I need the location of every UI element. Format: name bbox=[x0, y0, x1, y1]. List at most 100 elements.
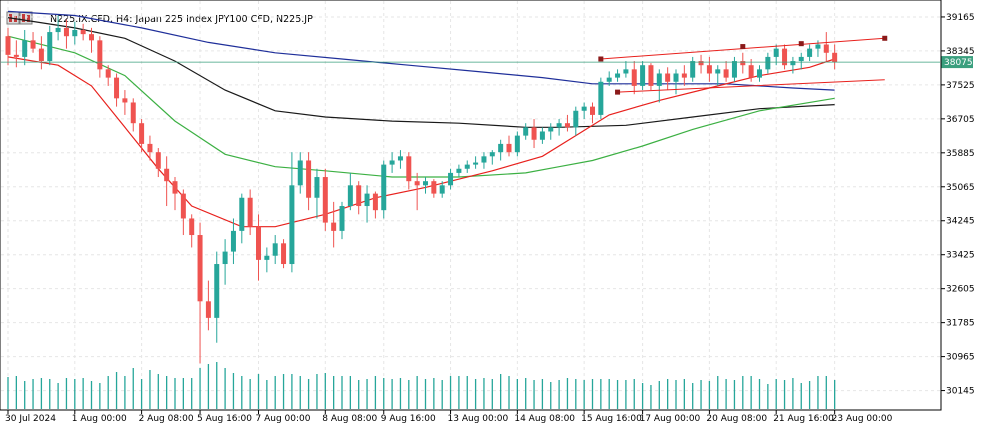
candle-bull[interactable] bbox=[673, 73, 679, 82]
candle-bull[interactable] bbox=[456, 168, 462, 173]
trend-channel[interactable] bbox=[598, 35, 888, 95]
candle-bull[interactable] bbox=[22, 40, 28, 57]
candle-bull[interactable] bbox=[314, 177, 320, 198]
candle-bull[interactable] bbox=[55, 27, 61, 33]
candle-bear[interactable] bbox=[139, 123, 145, 144]
candle-bull[interactable] bbox=[481, 156, 487, 163]
candle-bear[interactable] bbox=[681, 73, 687, 78]
candle-bear[interactable] bbox=[30, 40, 36, 49]
candle-bear[interactable] bbox=[5, 36, 11, 55]
candle-bull[interactable] bbox=[573, 110, 579, 128]
candle-bull[interactable] bbox=[423, 181, 428, 186]
channel-anchor-point[interactable] bbox=[882, 35, 888, 41]
candle-bear[interactable] bbox=[590, 106, 595, 115]
candle-bull[interactable] bbox=[581, 106, 587, 111]
candle-bear[interactable] bbox=[189, 218, 195, 236]
candle-bear[interactable] bbox=[414, 181, 420, 186]
candle-bull[interactable] bbox=[498, 143, 504, 153]
candle-bear[interactable] bbox=[564, 123, 570, 128]
candle-bull[interactable] bbox=[239, 197, 245, 231]
candle-bear[interactable] bbox=[531, 127, 537, 140]
candle-bull[interactable] bbox=[765, 56, 771, 70]
candle-bull[interactable] bbox=[807, 48, 813, 57]
candle-bear[interactable] bbox=[322, 177, 328, 223]
candle-bull[interactable] bbox=[464, 164, 470, 169]
candle-bear[interactable] bbox=[748, 65, 754, 78]
candle-bear[interactable] bbox=[155, 152, 161, 169]
candle-bull[interactable] bbox=[523, 127, 529, 136]
candle-bear[interactable] bbox=[832, 52, 838, 63]
candle-bear[interactable] bbox=[306, 160, 312, 198]
candle-bull[interactable] bbox=[489, 152, 495, 157]
candle-bear[interactable] bbox=[172, 181, 178, 194]
candle-bear[interactable] bbox=[197, 235, 203, 302]
candle-bull[interactable] bbox=[556, 123, 562, 128]
candle-bear[interactable] bbox=[180, 193, 186, 219]
candle-bull[interactable] bbox=[389, 160, 395, 165]
candle-bull[interactable] bbox=[289, 185, 295, 265]
candlesticks[interactable] bbox=[5, 15, 838, 364]
candle-bull[interactable] bbox=[623, 69, 629, 74]
candle-bull[interactable] bbox=[47, 32, 53, 62]
candle-bull[interactable] bbox=[815, 44, 821, 49]
candle-bull[interactable] bbox=[473, 162, 479, 165]
candle-bear[interactable] bbox=[38, 48, 44, 62]
candle-bear[interactable] bbox=[205, 301, 211, 318]
time-axis[interactable]: 30 Jul 2024 1 Aug 00:00 2 Aug 08:00 5 Aug 1… bbox=[5, 410, 893, 424]
candle-bear[interactable] bbox=[698, 61, 704, 66]
candle-bear[interactable] bbox=[80, 29, 86, 35]
candle-bear[interactable] bbox=[406, 156, 412, 182]
candle-bear[interactable] bbox=[506, 143, 512, 153]
candle-bull[interactable] bbox=[264, 255, 270, 260]
candle-bull[interactable] bbox=[715, 69, 721, 74]
candle-bear[interactable] bbox=[147, 143, 153, 153]
candle-bull[interactable] bbox=[539, 131, 545, 140]
candle-bear[interactable] bbox=[13, 54, 19, 57]
candle-bear[interactable] bbox=[782, 48, 788, 66]
channel-anchor-point[interactable] bbox=[740, 44, 746, 50]
candle-bear[interactable] bbox=[648, 65, 654, 86]
candle-bull[interactable] bbox=[72, 29, 78, 37]
candle-bull[interactable] bbox=[347, 185, 353, 207]
candle-bull[interactable] bbox=[230, 230, 236, 252]
channel-anchor-point[interactable] bbox=[798, 41, 804, 47]
candle-bull[interactable] bbox=[790, 61, 796, 66]
candle-bull[interactable] bbox=[222, 251, 228, 265]
candle-bull[interactable] bbox=[606, 77, 612, 82]
candle-bull[interactable] bbox=[615, 73, 621, 78]
candle-bear[interactable] bbox=[89, 34, 94, 41]
channel-anchor-point[interactable] bbox=[598, 56, 604, 62]
candle-bull[interactable] bbox=[690, 61, 696, 78]
candle-bear[interactable] bbox=[372, 193, 378, 211]
candle-bear[interactable] bbox=[631, 69, 637, 86]
channel-line[interactable] bbox=[617, 79, 885, 93]
candle-bull[interactable] bbox=[297, 160, 303, 186]
candle-bull[interactable] bbox=[640, 65, 646, 86]
candle-bear[interactable] bbox=[256, 226, 261, 260]
candle-bear[interactable] bbox=[130, 102, 136, 124]
candle-bull[interactable] bbox=[514, 135, 520, 153]
candle-bear[interactable] bbox=[331, 222, 337, 231]
candle-bull[interactable] bbox=[381, 164, 387, 211]
candle-bull[interactable] bbox=[757, 69, 762, 78]
channel-anchor-point[interactable] bbox=[615, 89, 621, 95]
candle-bear[interactable] bbox=[723, 69, 729, 78]
candle-bear[interactable] bbox=[281, 243, 287, 265]
candle-bull[interactable] bbox=[798, 56, 804, 62]
candle-bull[interactable] bbox=[339, 206, 345, 231]
candle-bear[interactable] bbox=[431, 181, 437, 194]
candle-bull[interactable] bbox=[448, 172, 454, 186]
candle-bull[interactable] bbox=[397, 156, 403, 161]
candle-bear[interactable] bbox=[706, 65, 712, 74]
candle-bear[interactable] bbox=[356, 185, 362, 207]
candle-bear[interactable] bbox=[665, 73, 671, 82]
candle-bull[interactable] bbox=[656, 73, 662, 86]
candle-bull[interactable] bbox=[773, 48, 779, 57]
candle-bull[interactable] bbox=[731, 61, 737, 78]
candle-bear[interactable] bbox=[823, 44, 829, 53]
candle-bull[interactable] bbox=[364, 193, 370, 207]
candle-bull[interactable] bbox=[214, 264, 220, 318]
candle-bull[interactable] bbox=[548, 127, 554, 132]
candle-bear[interactable] bbox=[247, 197, 253, 227]
